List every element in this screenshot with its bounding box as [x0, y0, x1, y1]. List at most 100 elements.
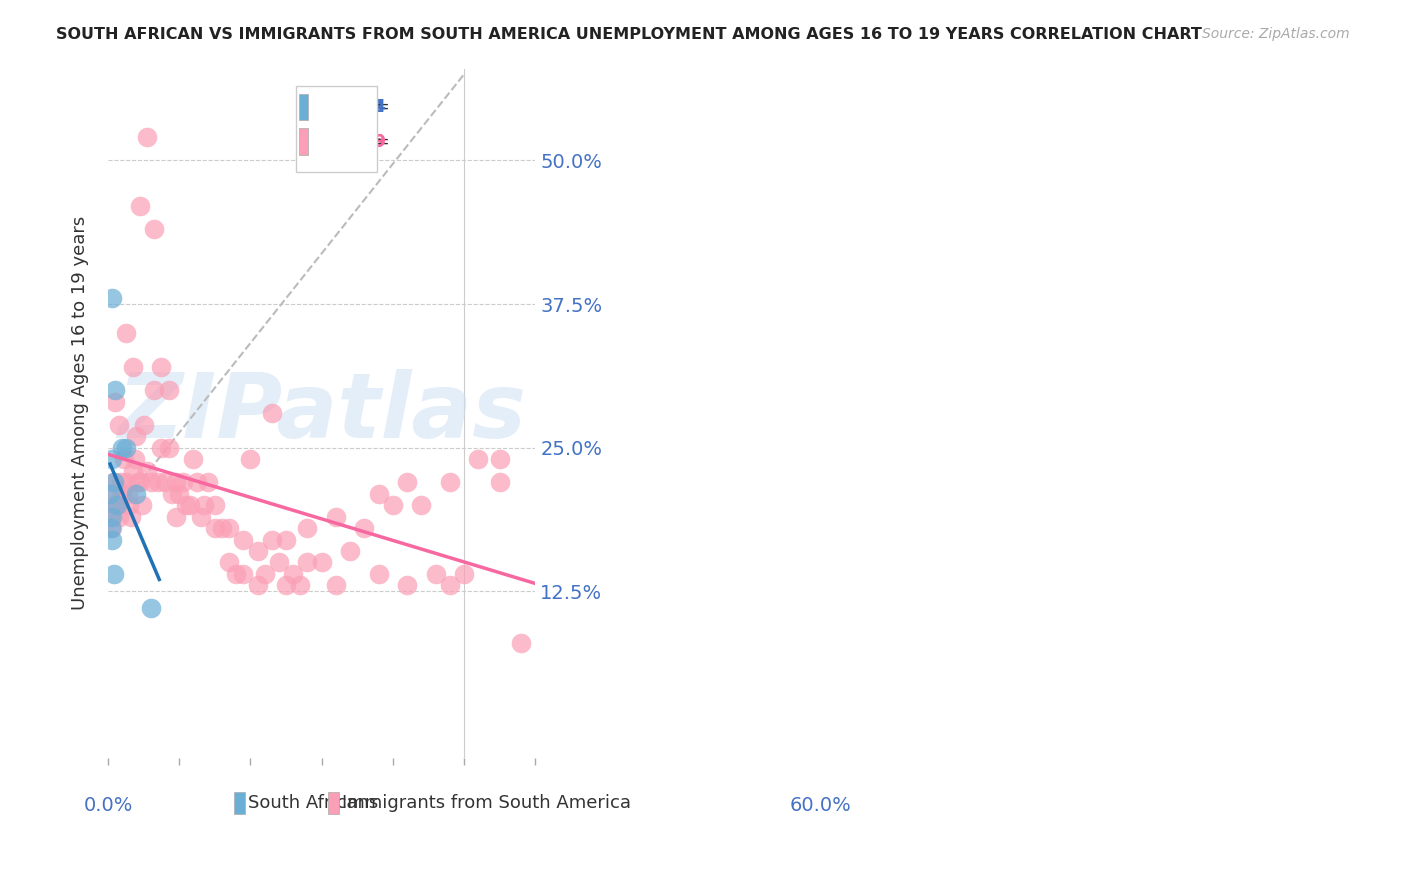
Point — [246, 544, 269, 558]
Point — [367, 486, 389, 500]
Text: Immigrants from South America: Immigrants from South America — [342, 794, 631, 813]
Point — [100, 486, 122, 500]
Point — [197, 475, 219, 489]
Point — [111, 486, 134, 500]
Text: Source: ZipAtlas.com: Source: ZipAtlas.com — [1202, 27, 1350, 41]
Text: N =: N = — [344, 98, 395, 116]
Point — [193, 498, 215, 512]
Text: R =: R = — [312, 98, 352, 116]
Point — [104, 383, 127, 397]
FancyBboxPatch shape — [299, 128, 308, 154]
Point — [246, 578, 269, 592]
Point — [190, 509, 212, 524]
Point — [101, 533, 124, 547]
Point — [125, 429, 148, 443]
Point — [510, 636, 533, 650]
Point — [101, 509, 124, 524]
Point — [112, 452, 135, 467]
Text: N =: N = — [344, 133, 395, 151]
Point — [453, 566, 475, 581]
Point — [105, 498, 128, 512]
Point — [153, 475, 176, 489]
Point — [100, 291, 122, 305]
Point — [105, 498, 128, 512]
Point — [367, 566, 389, 581]
Point — [114, 326, 136, 340]
Point — [124, 452, 146, 467]
Point — [103, 475, 125, 489]
Point — [211, 521, 233, 535]
Point — [290, 578, 312, 592]
Point — [100, 521, 122, 535]
Point — [165, 475, 187, 489]
Point — [186, 475, 208, 489]
Point — [103, 566, 125, 581]
Point — [425, 566, 447, 581]
Point — [297, 521, 319, 535]
Point — [107, 509, 129, 524]
Point — [267, 556, 290, 570]
Text: 0.182: 0.182 — [328, 98, 384, 116]
Point — [232, 566, 254, 581]
Point — [176, 498, 198, 512]
Point — [129, 475, 152, 489]
Point — [339, 544, 361, 558]
Point — [488, 475, 510, 489]
Point — [129, 199, 152, 213]
Text: South Africans: South Africans — [247, 794, 378, 813]
Point — [396, 475, 419, 489]
Point — [232, 533, 254, 547]
Point — [311, 556, 333, 570]
Point — [165, 509, 187, 524]
Point — [274, 533, 297, 547]
Point — [179, 498, 201, 512]
Point — [204, 521, 226, 535]
Point — [111, 441, 134, 455]
Point — [114, 441, 136, 455]
Point — [139, 601, 162, 615]
Point — [167, 486, 190, 500]
Point — [274, 578, 297, 592]
Point — [122, 360, 145, 375]
Point — [120, 509, 142, 524]
Text: 89: 89 — [363, 133, 387, 151]
Point — [131, 498, 153, 512]
Point — [157, 441, 180, 455]
Text: R =: R = — [312, 133, 352, 151]
Point — [411, 498, 433, 512]
Point — [136, 464, 159, 478]
Point — [467, 452, 489, 467]
Point — [218, 556, 240, 570]
Point — [439, 578, 461, 592]
FancyBboxPatch shape — [328, 792, 339, 814]
Point — [150, 360, 173, 375]
Text: SOUTH AFRICAN VS IMMIGRANTS FROM SOUTH AMERICA UNEMPLOYMENT AMONG AGES 16 TO 19 : SOUTH AFRICAN VS IMMIGRANTS FROM SOUTH A… — [56, 27, 1202, 42]
Y-axis label: Unemployment Among Ages 16 to 19 years: Unemployment Among Ages 16 to 19 years — [72, 216, 89, 610]
Point — [98, 509, 121, 524]
Text: 60.0%: 60.0% — [789, 796, 851, 814]
Point — [100, 452, 122, 467]
Text: ZIPatlas: ZIPatlas — [117, 369, 526, 458]
Point — [325, 578, 347, 592]
Point — [136, 130, 159, 145]
Point — [101, 521, 124, 535]
Point — [118, 498, 141, 512]
Point — [103, 475, 125, 489]
FancyBboxPatch shape — [297, 86, 377, 172]
Point — [260, 533, 283, 547]
Point — [225, 566, 247, 581]
Point — [143, 383, 166, 397]
Point — [157, 383, 180, 397]
Point — [488, 452, 510, 467]
Text: 0.0%: 0.0% — [83, 796, 132, 814]
Point — [396, 578, 419, 592]
Point — [204, 498, 226, 512]
FancyBboxPatch shape — [233, 792, 245, 814]
Point — [104, 394, 127, 409]
Point — [150, 441, 173, 455]
Point — [172, 475, 194, 489]
Point — [139, 475, 162, 489]
FancyBboxPatch shape — [299, 94, 308, 120]
Point — [253, 566, 276, 581]
Point — [218, 521, 240, 535]
